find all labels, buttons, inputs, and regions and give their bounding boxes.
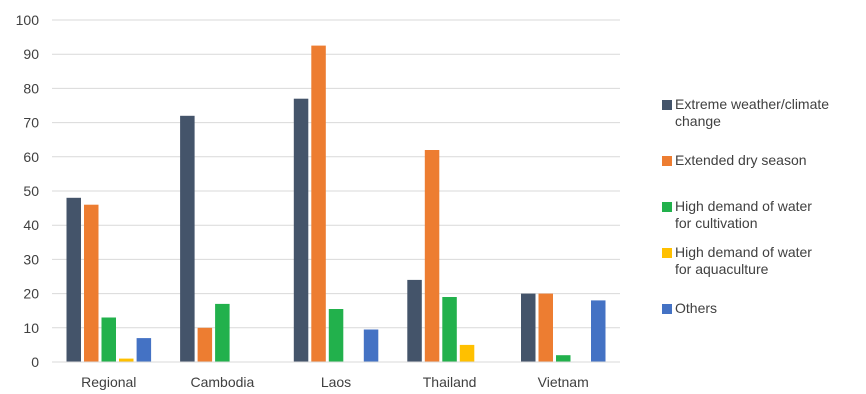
bar bbox=[119, 358, 134, 362]
y-tick-label: 80 bbox=[23, 80, 39, 96]
gridlines bbox=[52, 19, 620, 329]
bar bbox=[66, 197, 81, 362]
x-tick-label: Vietnam bbox=[538, 374, 589, 390]
bar bbox=[459, 344, 475, 362]
bar bbox=[363, 329, 379, 362]
y-tick-label: 30 bbox=[23, 251, 39, 267]
x-tick-label: Laos bbox=[321, 374, 351, 390]
legend-label: Extended dry season bbox=[675, 152, 807, 169]
legend-swatch bbox=[662, 202, 672, 212]
legend-item: Others bbox=[662, 300, 717, 317]
bar bbox=[101, 317, 116, 362]
bar bbox=[407, 279, 422, 362]
bar bbox=[591, 300, 606, 362]
bar bbox=[197, 327, 213, 362]
legend-label-line: High demand of water bbox=[675, 244, 812, 260]
y-axis: 0 10 20 30 40 50 60 70 80 90 100 bbox=[16, 12, 40, 370]
legend-item: High demand of water for cultivation bbox=[662, 198, 812, 232]
bars bbox=[66, 45, 606, 362]
legend-label-line: High demand of water bbox=[675, 198, 812, 214]
legend-swatch bbox=[662, 100, 672, 110]
legend-label: Others bbox=[675, 300, 717, 317]
y-tick-label: 50 bbox=[23, 183, 39, 199]
bar bbox=[136, 338, 152, 362]
legend-item: Extreme weather/climate change bbox=[662, 96, 829, 130]
legend-label-line: for cultivation bbox=[675, 215, 758, 231]
x-tick-label: Cambodia bbox=[190, 374, 254, 390]
legend-label: High demand of water for aquaculture bbox=[675, 244, 812, 278]
legend-label-line: Extended dry season bbox=[675, 152, 807, 168]
legend-swatch bbox=[662, 304, 672, 314]
legend-item: Extended dry season bbox=[662, 152, 807, 169]
legend-label-line: Others bbox=[675, 300, 718, 316]
legend-item: High demand of water for aquaculture bbox=[662, 244, 812, 278]
bar bbox=[538, 293, 553, 362]
bar bbox=[442, 297, 457, 362]
y-tick-label: 20 bbox=[23, 286, 39, 302]
bar bbox=[311, 45, 326, 362]
legend-label-line: Extreme weather/climate bbox=[675, 96, 830, 112]
bar bbox=[84, 204, 99, 362]
y-tick-label: 0 bbox=[31, 354, 39, 370]
legend-swatch bbox=[662, 156, 672, 166]
legend-label-line: for aquaculture bbox=[675, 261, 769, 277]
legend-swatch bbox=[662, 248, 672, 258]
bar bbox=[215, 303, 230, 362]
y-tick-label: 90 bbox=[23, 46, 39, 62]
y-tick-label: 10 bbox=[23, 320, 39, 336]
x-axis: Regional Cambodia Laos Thailand Vietnam bbox=[81, 374, 589, 390]
bar bbox=[293, 98, 309, 362]
legend-label-line: change bbox=[675, 113, 721, 129]
bar bbox=[328, 309, 344, 362]
bar bbox=[424, 150, 440, 362]
x-tick-label: Thailand bbox=[423, 374, 477, 390]
legend-label: Extreme weather/climate change bbox=[675, 96, 829, 130]
y-tick-label: 60 bbox=[23, 149, 39, 165]
legend-label: High demand of water for cultivation bbox=[675, 198, 812, 232]
bar bbox=[180, 115, 195, 362]
y-tick-label: 100 bbox=[16, 12, 40, 28]
x-tick-label: Regional bbox=[81, 374, 136, 390]
y-tick-label: 70 bbox=[23, 115, 39, 131]
bar bbox=[521, 293, 536, 362]
bar bbox=[556, 355, 571, 362]
y-tick-label: 40 bbox=[23, 217, 39, 233]
